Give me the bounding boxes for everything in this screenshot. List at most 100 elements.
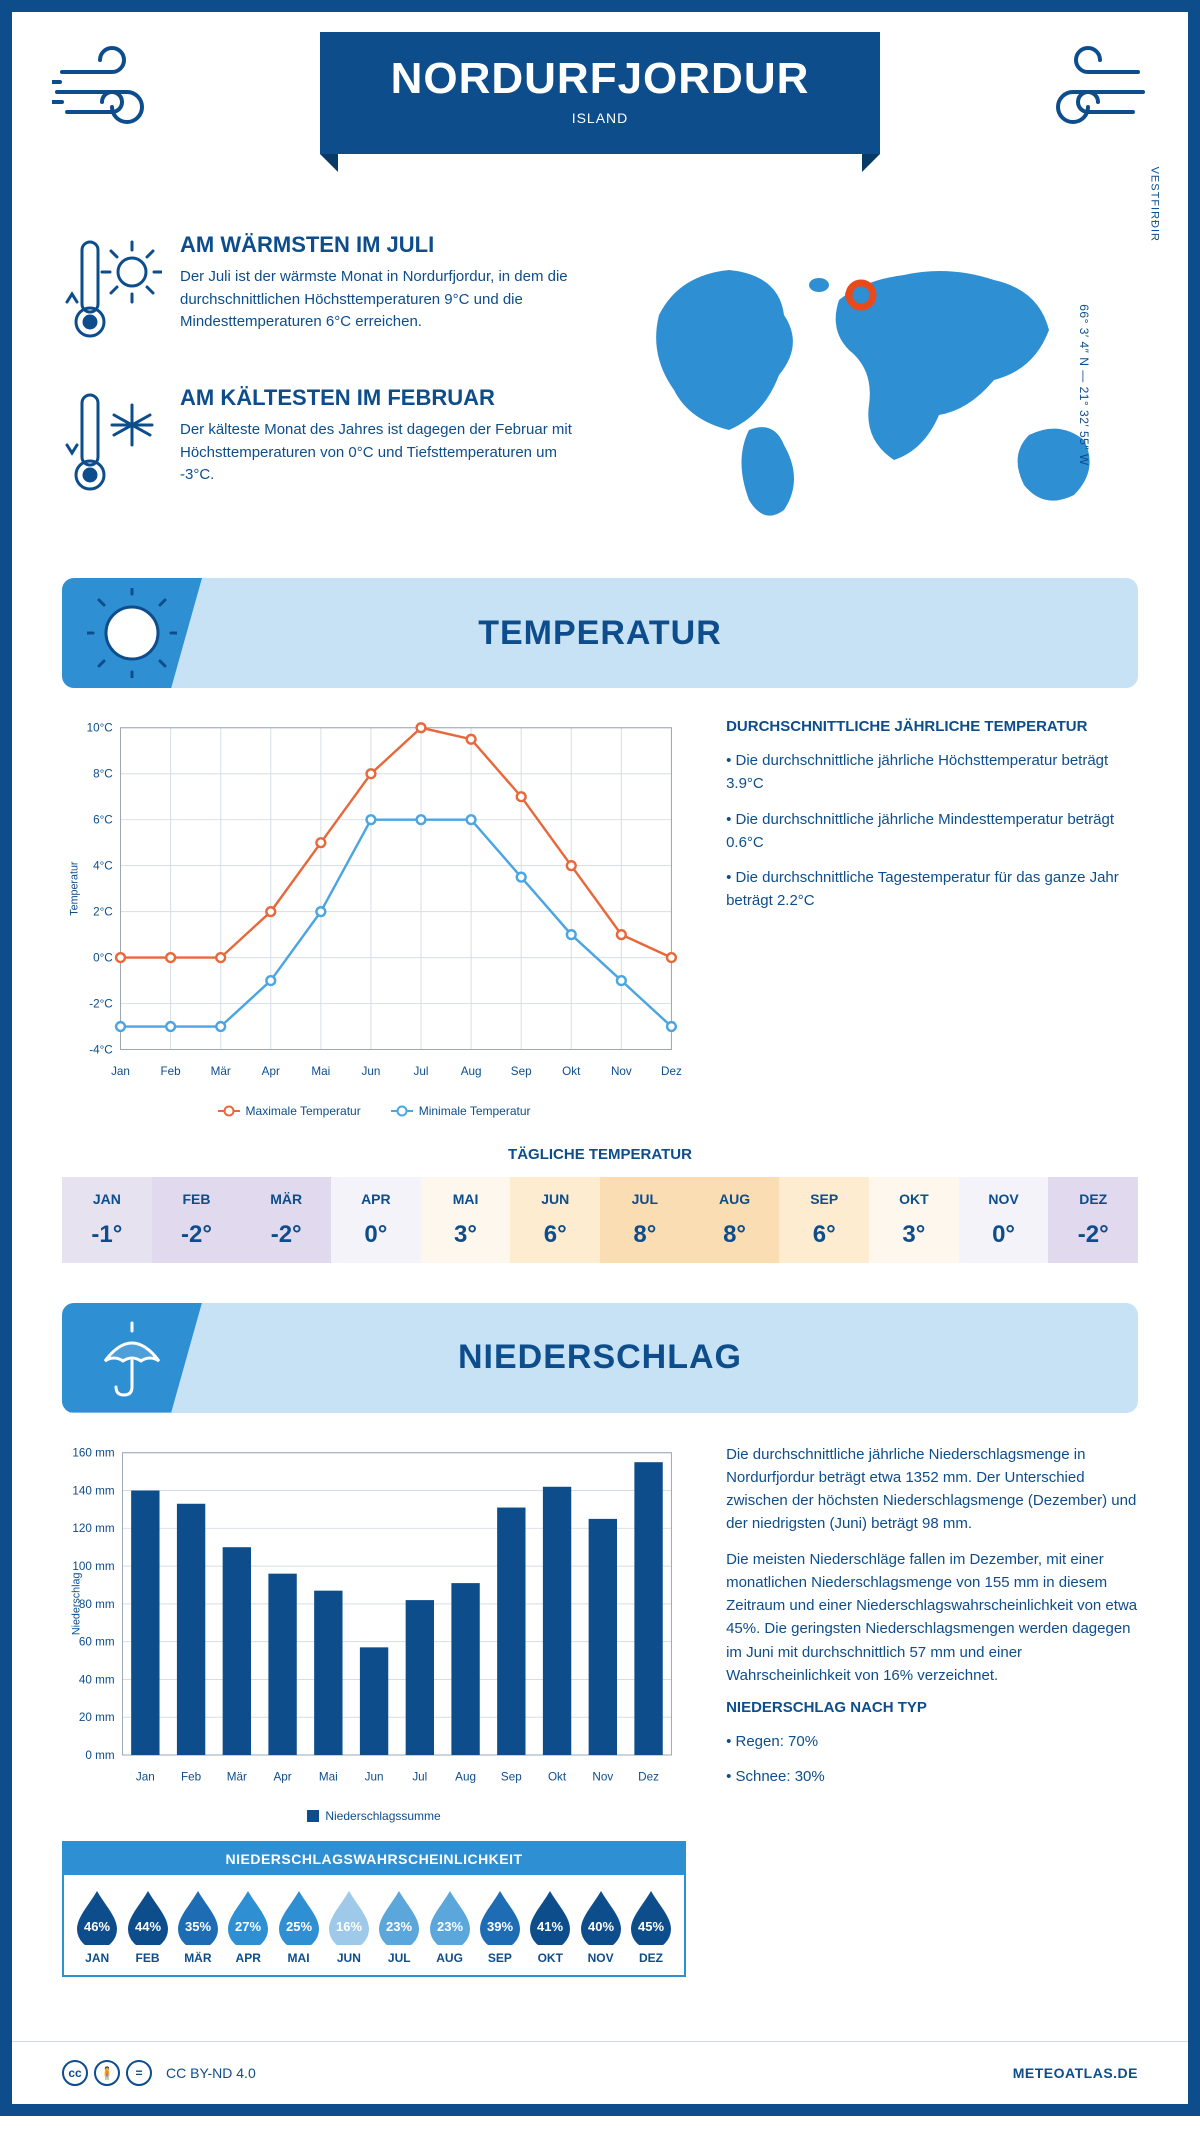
probability-drop: 23%AUG [424, 1889, 474, 1965]
daily-temperature-row: JAN-1°FEB-2°MÄR-2°APR0°MAI3°JUN6°JUL8°AU… [62, 1177, 1138, 1263]
probability-drop: 35% MÄR [173, 1889, 223, 1965]
svg-text:Temperatur: Temperatur [69, 861, 81, 916]
coldest-text: Der kälteste Monat des Jahres ist dagege… [180, 419, 580, 487]
probability-drop: 23%JUL [374, 1889, 424, 1965]
svg-text:35%: 35% [185, 1919, 211, 1934]
daily-month: MAI [425, 1191, 507, 1207]
svg-text:Dez: Dez [661, 1065, 682, 1078]
temperature-line-chart: -4°C-2°C0°C2°C4°C6°C8°C10°CJanFebMärAprM… [62, 718, 686, 1089]
svg-text:0°C: 0°C [93, 951, 113, 964]
svg-text:Nov: Nov [611, 1065, 632, 1078]
daily-value: 3° [425, 1221, 507, 1249]
sun-icon [62, 578, 202, 688]
daily-month: MÄR [245, 1191, 327, 1207]
svg-text:-4°C: -4°C [89, 1043, 113, 1056]
drop-month: MÄR [173, 1951, 223, 1965]
temp-summary-title: DURCHSCHNITTLICHE JÄHRLICHE TEMPERATUR [726, 718, 1138, 735]
daily-month: APR [335, 1191, 417, 1207]
daily-month: FEB [156, 1191, 238, 1207]
daily-month: JAN [66, 1191, 148, 1207]
svg-text:39%: 39% [487, 1919, 513, 1934]
daily-temp-cell: JUN 6° [510, 1177, 600, 1263]
svg-text:Jul: Jul [414, 1065, 429, 1078]
legend-max: Maximale Temperatur [246, 1104, 361, 1118]
precip-type-title: NIEDERSCHLAG NACH TYP [726, 1699, 1138, 1716]
daily-month: JUL [604, 1191, 686, 1207]
daily-value: 8° [604, 1221, 686, 1249]
daily-temp-cell: OKT3° [869, 1177, 959, 1263]
brand-label: METEOATLAS.DE [1013, 2065, 1138, 2081]
temp-summary-item: • Die durchschnittliche jährliche Höchst… [726, 749, 1138, 796]
temperature-summary: DURCHSCHNITTLICHE JÄHRLICHE TEMPERATUR •… [726, 718, 1138, 1118]
daily-value: -2° [245, 1221, 327, 1249]
page-header: NORDURFJORDUR ISLAND [12, 12, 1188, 202]
cc-icon: cc [62, 2060, 88, 2086]
temperature-chart-area: -4°C-2°C0°C2°C4°C6°C8°C10°CJanFebMärAprM… [62, 718, 686, 1118]
svg-text:40 mm: 40 mm [79, 1673, 115, 1686]
probability-drop: 27%APR [223, 1889, 273, 1965]
svg-text:25%: 25% [286, 1919, 312, 1934]
svg-text:Mär: Mär [211, 1065, 231, 1078]
daily-value: 3° [873, 1221, 955, 1249]
svg-text:Jan: Jan [111, 1065, 130, 1078]
probability-drop: 45%DEZ [626, 1889, 676, 1965]
daily-temp-cell: APR0° [331, 1177, 421, 1263]
drop-month: SEP [475, 1951, 525, 1965]
nd-icon: = [126, 2060, 152, 2086]
temp-summary-item: • Die durchschnittliche Tagestemperatur … [726, 866, 1138, 913]
daily-temp-title: TÄGLICHE TEMPERATUR [62, 1146, 1138, 1163]
precip-para-1: Die durchschnittliche jährliche Niedersc… [726, 1443, 1138, 1536]
daily-month: NOV [963, 1191, 1045, 1207]
coordinates-label: 66° 3′ 4″ N — 21° 32′ 55″ W [1076, 304, 1090, 466]
svg-text:6°C: 6°C [93, 814, 113, 827]
temperature-legend: Maximale Temperatur Minimale Temperatur [62, 1104, 686, 1118]
svg-text:40%: 40% [588, 1919, 614, 1934]
svg-text:Jun: Jun [362, 1065, 381, 1078]
prob-title: NIEDERSCHLAGSWAHRSCHEINLICHKEIT [64, 1843, 684, 1875]
coldest-fact: AM KÄLTESTEN IM FEBRUAR Der kälteste Mon… [62, 385, 580, 510]
drop-month: MAI [273, 1951, 323, 1965]
svg-text:8°C: 8°C [93, 768, 113, 781]
intro-facts: AM WÄRMSTEN IM JULI Der Juli ist der wär… [62, 232, 580, 538]
drop-month: AUG [424, 1951, 474, 1965]
svg-text:Mär: Mär [227, 1770, 247, 1783]
svg-text:Niederschlag: Niederschlag [71, 1572, 83, 1635]
daily-temp-cell: SEP6° [779, 1177, 869, 1263]
daily-value: 6° [783, 1221, 865, 1249]
daily-temp-cell: AUG8° [690, 1177, 780, 1263]
svg-text:4°C: 4°C [93, 860, 113, 873]
svg-text:Okt: Okt [562, 1065, 581, 1078]
precip-legend: Niederschlagssumme [62, 1809, 686, 1823]
legend-min: Minimale Temperatur [419, 1104, 531, 1118]
legend-precip: Niederschlagssumme [325, 1809, 440, 1823]
svg-text:41%: 41% [537, 1919, 563, 1934]
drop-month: FEB [122, 1951, 172, 1965]
thermometer-sun-icon [62, 232, 162, 357]
probability-drop: 41%OKT [525, 1889, 575, 1965]
daily-value: 6° [514, 1221, 596, 1249]
svg-text:23%: 23% [386, 1919, 412, 1934]
daily-temp-cell: NOV0° [959, 1177, 1049, 1263]
temperature-split: -4°C-2°C0°C2°C4°C6°C8°C10°CJanFebMärAprM… [62, 718, 1138, 1118]
probability-drop: 25% MAI [273, 1889, 323, 1965]
svg-text:20 mm: 20 mm [79, 1711, 115, 1724]
thermometer-snow-icon [62, 385, 162, 510]
warmest-fact: AM WÄRMSTEN IM JULI Der Juli ist der wär… [62, 232, 580, 357]
drop-month: NOV [575, 1951, 625, 1965]
svg-text:Feb: Feb [161, 1065, 182, 1078]
svg-text:80 mm: 80 mm [79, 1597, 115, 1610]
daily-month: JUN [514, 1191, 596, 1207]
precipitation-chart-area: 0 mm20 mm40 mm60 mm80 mm100 mm120 mm140 … [62, 1443, 686, 1977]
license-block: cc 🧍 = CC BY-ND 4.0 [62, 2060, 256, 2086]
probability-drop: 16%JUN [324, 1889, 374, 1965]
precipitation-section-banner: NIEDERSCHLAG [62, 1303, 1138, 1413]
svg-text:Mai: Mai [319, 1770, 338, 1783]
precip-type-item: • Schnee: 30% [726, 1765, 1138, 1788]
probability-drop: 40% NOV [575, 1889, 625, 1965]
svg-text:160 mm: 160 mm [72, 1446, 114, 1459]
wind-icon [1018, 42, 1148, 142]
by-icon: 🧍 [94, 2060, 120, 2086]
temperature-title: TEMPERATUR [478, 614, 722, 653]
daily-temp-cell: MÄR -2° [241, 1177, 331, 1263]
daily-temp-cell: DEZ-2° [1048, 1177, 1138, 1263]
